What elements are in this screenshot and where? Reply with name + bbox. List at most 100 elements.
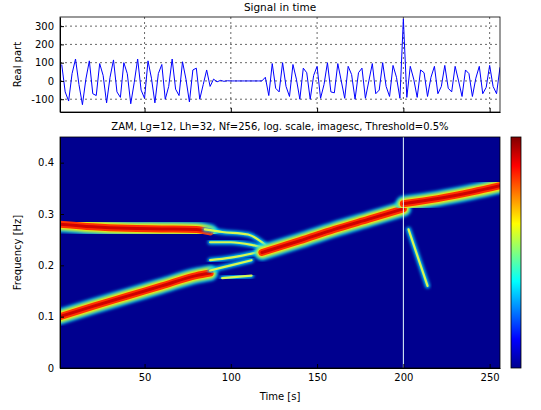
ridge [60,224,210,232]
y-axis: -100 0 100 200 300 [31,18,64,113]
tick: 250 [481,364,500,383]
ridge [210,260,251,270]
tick-label: 150 [308,372,327,383]
tick-mark [60,317,64,318]
plot-frame [60,17,500,112]
tick-label: -100 [31,94,54,105]
marks [62,19,500,105]
ridge [409,229,428,285]
tick [317,108,318,112]
ridge [403,186,500,204]
panel: 50 100 150 200 250 0 0.1 0.2 0.3 0.4 ZAM, Lg=12, L… [12,121,521,402]
tick-label: 250 [481,372,500,383]
marks [60,137,500,368]
ridge [60,224,210,232]
tick: 150 [308,364,327,383]
tick-label: 0 [48,363,54,374]
y-axis-title: Real part [12,42,23,87]
tick: 100 [35,57,64,68]
figure: -100 0 100 200 300 Signal in time Real part 50 1… [0,0,541,410]
tick: 0.4 [38,157,64,168]
colorbar [511,137,521,368]
grid-line [317,17,318,112]
tick: 0.3 [38,209,64,220]
grid-line [489,17,490,112]
ridge [210,260,251,270]
ridge [60,224,210,232]
tick-mark [317,364,318,368]
tick-mark [60,81,64,82]
tick-label: 0 [48,76,54,87]
ridge [222,276,251,279]
tick: 50 [139,364,152,383]
title: ZAM, Lg=12, Lh=32, Nf=256, log. scale, i… [111,121,448,132]
ridge [60,224,210,232]
tick: 100 [222,364,241,383]
plot-background [60,137,500,368]
tick [403,108,404,112]
tick: -100 [31,94,64,105]
tick-mark [231,364,232,368]
ridge [60,273,210,317]
tick-mark [60,265,64,266]
tick: 0 [48,363,64,374]
axis-line [61,368,501,369]
x-axis [61,108,501,113]
ridge [222,276,251,279]
tick-mark [231,108,232,112]
tick-mark [145,364,146,368]
tick: 0.1 [38,311,64,322]
ridge [262,209,403,253]
tick-mark [60,63,64,64]
tick-mark [490,108,491,112]
tick-label: 50 [139,372,152,383]
tick-mark [490,364,491,368]
tick-mark [145,108,146,112]
tick: 200 [394,364,413,383]
tick-label: 0.3 [38,209,54,220]
tick-mark [60,26,64,27]
axis-line [60,138,61,369]
tick [490,108,491,112]
tick: 200 [35,39,64,50]
y-axis: 0 0.1 0.2 0.3 0.4 [38,138,64,374]
tick: 0.2 [38,260,64,271]
tick-label: 300 [35,21,54,32]
tick: 0 [48,76,64,87]
tick-mark [403,364,404,368]
ridge [403,186,500,204]
x-axis-title: Time [s] [259,391,301,402]
tick-label: 200 [394,372,413,383]
signal-line [62,19,500,105]
grid-line [60,26,500,27]
ridge [60,273,210,317]
axis-line [60,18,61,113]
tick-label: 200 [35,39,54,50]
panel: -100 0 100 200 300 Signal in time Real part [12,1,501,113]
plot-background [60,17,500,112]
tick-mark [60,214,64,215]
tick-mark [403,108,404,112]
plot-frame [60,137,500,368]
tick-mark [60,368,64,369]
tick [145,108,146,112]
x-axis: 50 100 150 200 250 [61,364,501,383]
tick-mark [317,108,318,112]
tick [231,108,232,112]
tick-label: 0.1 [38,311,54,322]
ridge [262,209,403,253]
tick-label: 100 [222,372,241,383]
axis-line [61,112,501,113]
y-axis-title: Frequency [Hz] [12,215,23,291]
tick-label: 100 [35,57,54,68]
ridge [60,273,210,317]
grid [60,17,500,112]
ridge [403,186,500,204]
grid-line [60,99,500,100]
ridge [409,229,428,285]
ridge [60,273,210,317]
tick: 300 [35,21,64,32]
tick-mark [60,44,64,45]
tick-mark [60,99,64,100]
title: Signal in time [244,1,316,13]
